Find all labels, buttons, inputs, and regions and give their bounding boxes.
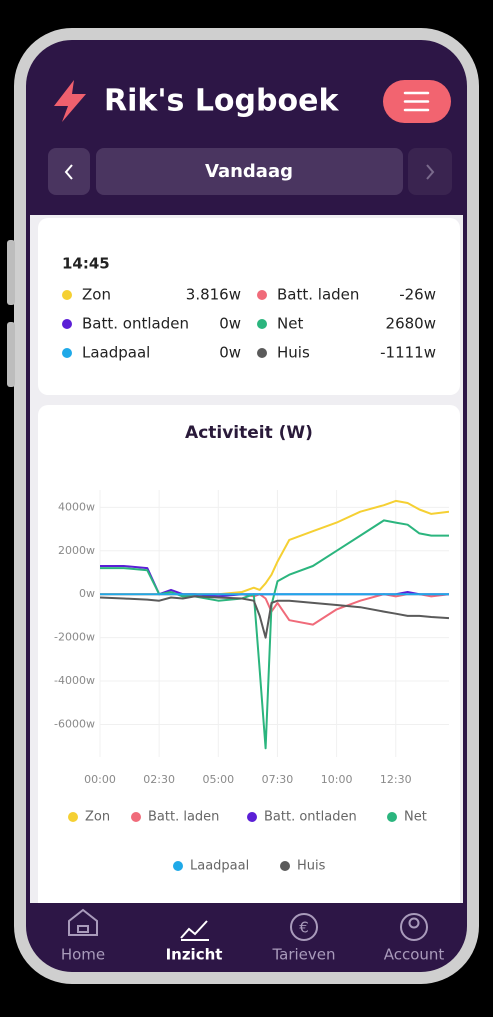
legend-dot xyxy=(257,319,267,329)
summary-name: Zon xyxy=(82,286,111,304)
legend-dot xyxy=(280,861,290,871)
legend-dot xyxy=(257,290,267,300)
x-tick-label: 00:00 xyxy=(84,773,116,786)
chart-card xyxy=(38,405,460,915)
prev-icon xyxy=(64,164,73,180)
menu-button[interactable] xyxy=(383,80,451,123)
legend-label: Laadpaal xyxy=(190,859,249,874)
legend-dot xyxy=(68,812,78,822)
summary-time: 14:45 xyxy=(62,255,110,273)
legend-dot xyxy=(173,861,183,871)
legend-label: Huis xyxy=(297,859,326,874)
app-title: Rik's Logboek xyxy=(104,84,339,119)
legend-dot xyxy=(131,812,141,822)
y-tick-label: 4000w xyxy=(58,500,95,513)
summary-name: Batt. laden xyxy=(277,286,359,304)
legend-dot xyxy=(62,348,72,358)
side-button xyxy=(7,322,15,387)
date-label: Vandaag xyxy=(205,161,293,182)
prev-button[interactable] xyxy=(48,148,90,195)
x-tick-label: 05:00 xyxy=(202,773,234,786)
y-tick-label: -6000w xyxy=(54,717,95,730)
x-tick-label: 07:30 xyxy=(262,773,294,786)
nav-item[interactable]: Home xyxy=(61,946,105,964)
summary-value: 0w xyxy=(219,344,241,362)
summary-name: Huis xyxy=(277,344,310,362)
plot-area xyxy=(100,499,449,750)
summary-value: -26w xyxy=(399,286,436,304)
legend-dot xyxy=(62,290,72,300)
x-tick-label: 10:00 xyxy=(321,773,353,786)
summary-value: 0w xyxy=(219,315,241,333)
bottom-nav xyxy=(20,903,473,978)
summary-value: 3.816w xyxy=(186,286,241,304)
logo-icon xyxy=(54,80,86,122)
x-tick-label: 02:30 xyxy=(143,773,175,786)
legend-label: Batt. ontladen xyxy=(264,810,357,825)
date-button[interactable] xyxy=(96,148,403,195)
legend-dot xyxy=(247,812,257,822)
tarieven-icon-glyph: € xyxy=(299,919,309,937)
menu-icon[interactable] xyxy=(403,91,430,112)
series-line xyxy=(100,595,449,639)
next-button[interactable] xyxy=(408,148,452,195)
account-icon-head xyxy=(408,917,420,929)
legend-dot xyxy=(257,348,267,358)
legend-label: Batt. laden xyxy=(148,810,219,825)
legend-dot xyxy=(387,812,397,822)
legend-label: Zon xyxy=(85,810,110,825)
y-tick-label: -2000w xyxy=(54,631,95,644)
legend-dot xyxy=(62,319,72,329)
summary-card xyxy=(38,218,460,395)
home-icon xyxy=(68,908,98,936)
y-tick-label: -4000w xyxy=(54,674,95,687)
y-tick-label: 2000w xyxy=(58,544,95,557)
summary-name: Net xyxy=(277,315,303,333)
x-tick-label: 12:30 xyxy=(380,773,412,786)
account-icon xyxy=(400,913,428,941)
inzicht-icon xyxy=(180,920,209,941)
side-button xyxy=(7,240,15,305)
next-icon xyxy=(426,164,435,180)
nav-item[interactable]: Account xyxy=(384,946,445,964)
phone-frame xyxy=(14,28,479,984)
nav-icons: € xyxy=(68,908,428,941)
y-tick-label: 0w xyxy=(79,587,95,600)
series-line xyxy=(100,519,449,750)
tarieven-icon xyxy=(290,913,318,941)
summary-name: Batt. ontladen xyxy=(82,315,189,333)
chart-title: Activiteit (W) xyxy=(185,423,313,443)
legend-label: Net xyxy=(404,810,427,825)
summary-value: 2680w xyxy=(386,315,436,333)
nav-item[interactable]: Inzicht xyxy=(166,946,223,964)
nav-item[interactable]: Tarieven xyxy=(271,946,335,964)
summary-value: -1111w xyxy=(380,344,436,362)
summary-name: Laadpaal xyxy=(82,344,150,362)
